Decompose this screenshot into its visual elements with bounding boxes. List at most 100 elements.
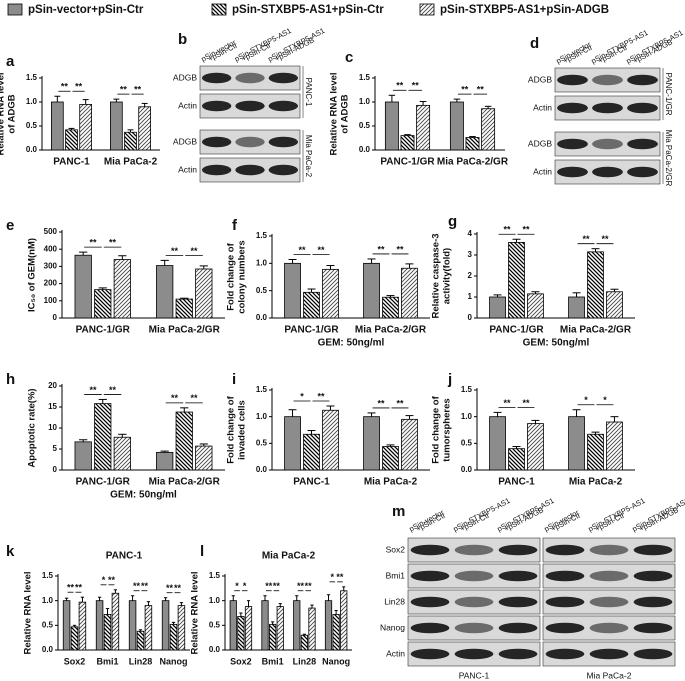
bar <box>276 606 284 651</box>
error-bar <box>64 597 69 601</box>
error-bar <box>239 612 243 617</box>
bar <box>384 101 399 151</box>
x-axis-label: GEM: 50ng/ml <box>318 338 385 349</box>
blot-band <box>633 648 673 660</box>
y-axis-label: Relative RNA level <box>0 72 7 155</box>
blot-band <box>454 544 494 556</box>
bar <box>95 600 104 651</box>
bar <box>568 416 585 471</box>
error-bar <box>138 629 143 632</box>
blot-band <box>454 596 494 608</box>
blot-band <box>454 648 494 660</box>
x-tick-label: PANC-1/GR <box>284 325 339 336</box>
bar <box>124 131 137 151</box>
blot-band <box>633 544 673 556</box>
group-label: Mia PaCa-2/GR <box>664 130 673 187</box>
y-tick-label: 2 <box>468 271 473 280</box>
set-label: PANC-1 <box>459 670 490 680</box>
bar <box>74 254 92 319</box>
y-tick-label: 1.5 <box>26 73 38 82</box>
bar <box>128 600 137 651</box>
significance-label: * <box>300 391 304 401</box>
y-tick-label: 15 <box>48 402 57 411</box>
blot-band <box>498 570 538 582</box>
y-tick-label: 0 <box>53 313 58 322</box>
blot-band <box>454 622 494 634</box>
bar <box>332 614 340 651</box>
y-tick-label: 0.5 <box>26 121 38 130</box>
error-bar <box>572 409 581 417</box>
y-tick-label: 0 <box>53 465 58 474</box>
y-tick-label: 0.5 <box>256 286 268 295</box>
blot-band <box>545 570 585 582</box>
bar <box>587 251 604 319</box>
bar <box>175 298 193 319</box>
error-bar <box>180 407 189 413</box>
error-bar <box>591 431 600 435</box>
panel-letter: d <box>530 35 539 52</box>
panel-letter: h <box>6 371 15 388</box>
x-axis-label: GEM: 50ng/ml <box>110 490 177 501</box>
blot-band <box>235 164 265 176</box>
bar <box>322 268 339 319</box>
bar <box>237 616 245 651</box>
error-bar <box>288 409 297 417</box>
blot-band <box>498 622 538 634</box>
y-tick-label: 500 <box>44 227 58 236</box>
error-bar <box>531 419 540 424</box>
error-bar <box>199 265 208 269</box>
blot-band <box>235 72 265 84</box>
error-bar <box>231 595 235 601</box>
significance-label: ** <box>109 385 117 395</box>
row-label: ADGB <box>528 74 552 84</box>
blot-band <box>627 102 658 114</box>
significance-label: ** <box>504 398 512 408</box>
legend-label: pSin-vector+pSin-Ctr <box>28 4 144 16</box>
significance-label: ** <box>504 225 512 235</box>
blot-band <box>498 648 538 660</box>
error-bar <box>512 238 521 243</box>
significance-label: ** <box>317 245 325 255</box>
error-bar <box>163 597 168 601</box>
blot-band <box>589 544 629 556</box>
blot-band <box>627 74 658 86</box>
bar <box>303 433 320 471</box>
error-bar <box>113 589 118 594</box>
bar <box>382 296 399 319</box>
significance-label: ** <box>378 244 386 254</box>
chart-title: PANC-1 <box>106 551 143 562</box>
significance-label: ** <box>191 393 199 403</box>
x-tick-label: Mia PaCa-2/GR <box>560 325 632 336</box>
error-bar <box>512 446 521 449</box>
set-label: Mia PaCa-2 <box>587 670 632 680</box>
error-bar <box>302 633 306 636</box>
significance-label: ** <box>89 385 97 395</box>
significance-label: ** <box>336 572 344 582</box>
x-tick-label: Mia PaCa-2/GR <box>437 157 509 168</box>
significance-label: * <box>235 581 239 591</box>
error-bar <box>326 265 335 270</box>
row-label: ADGB <box>173 136 197 146</box>
error-bar <box>127 129 134 133</box>
bar <box>62 600 71 651</box>
y-tick-label: 0.5 <box>42 620 54 629</box>
error-bar <box>68 127 75 130</box>
bar <box>416 104 431 151</box>
significance-label: ** <box>378 398 386 408</box>
significance-label: ** <box>171 393 179 403</box>
significance-label: ** <box>522 225 530 235</box>
blot-band <box>545 648 585 660</box>
bar <box>244 606 253 651</box>
bar <box>156 265 174 319</box>
error-bar <box>388 94 396 102</box>
panel-letter: c <box>345 49 353 66</box>
bar <box>382 446 399 471</box>
x-tick-label: Mia PaCa-2 <box>364 477 418 488</box>
y-tick-label: 1.0 <box>359 97 371 106</box>
blot-band <box>410 544 450 556</box>
x-tick-label: PANC-1 <box>293 477 330 488</box>
blot-band <box>202 100 232 112</box>
x-tick-label: Nanog <box>160 656 188 666</box>
x-tick-label: Mia PaCa-2/GR <box>149 477 221 488</box>
